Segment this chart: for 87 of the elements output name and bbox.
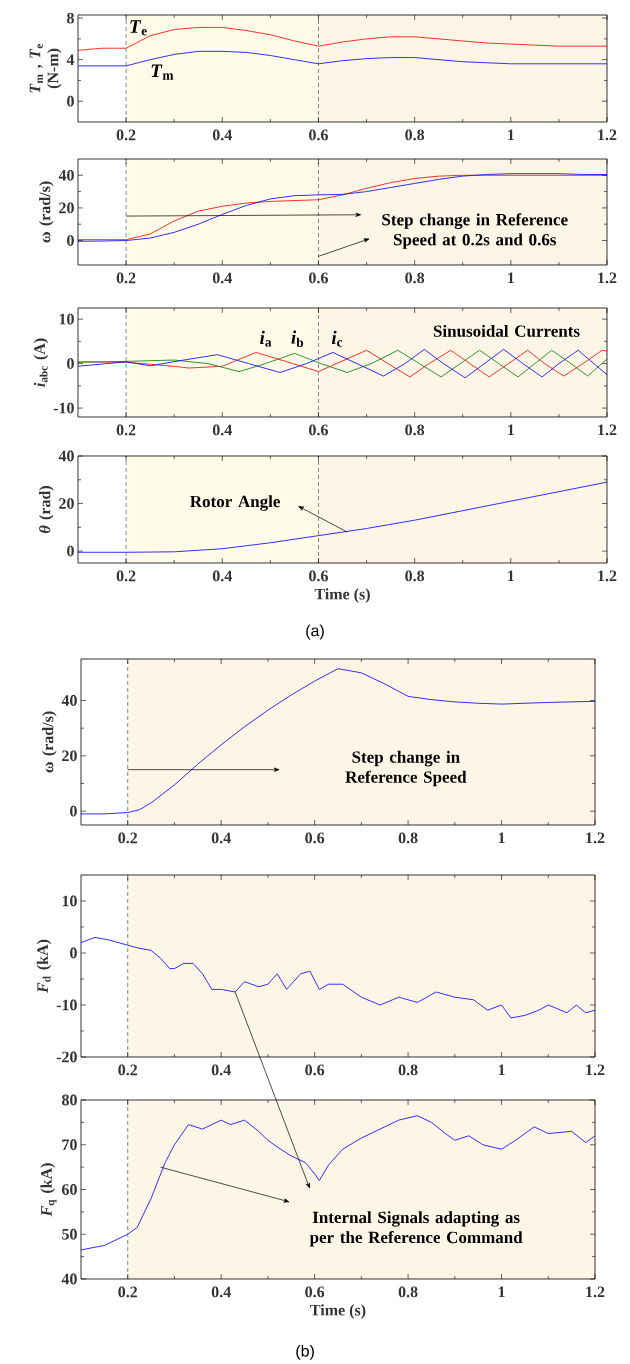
x-tick-label: 1: [498, 1286, 505, 1298]
y-axis-title: ω (rad/s): [42, 711, 57, 773]
y-tick-label: 0: [67, 358, 74, 369]
x-tick-label: 0.8: [398, 832, 418, 844]
x-tick-label: 0.2: [116, 272, 136, 284]
x-tick-label: 0.2: [116, 424, 136, 436]
x-tick-label: 0.6: [309, 272, 328, 284]
x-tick-label: 1.2: [586, 832, 605, 844]
x-tick-label: 0.6: [309, 570, 328, 582]
y-tick-label: 10: [62, 895, 77, 907]
y-tick-label: -10: [53, 402, 74, 414]
x-tick-label: 1: [508, 129, 514, 141]
y-tick-label: 0: [70, 805, 77, 817]
x-tick-label: 1: [508, 570, 514, 582]
x-tick-label: 1.2: [598, 129, 617, 141]
y-tick-label: 70: [62, 1139, 77, 1151]
x-tick-label: 1: [508, 424, 514, 436]
y-tick-label: 0: [67, 95, 74, 107]
y-tick-label: 40: [61, 1273, 77, 1285]
x-tick-label: 0.8: [405, 570, 425, 582]
x-axis-title: Time (s): [310, 1304, 366, 1319]
y-axis-title: i$_{abc}$ (A): [33, 338, 49, 387]
x-tick-label: 0.8: [405, 129, 425, 141]
x-tick-label: 0.4: [211, 1064, 231, 1076]
y-tick-label: 20: [62, 750, 77, 762]
x-tick-label: 0.8: [398, 1064, 418, 1076]
y-tick-label: -10: [56, 999, 77, 1011]
x-tick-label: 0.6: [305, 832, 325, 844]
x-tick-label: 0.2: [118, 1286, 138, 1298]
x-tick-label: 1.2: [586, 1064, 605, 1076]
y-axis-title: F$_{d}$ (kA): [36, 939, 52, 993]
x-tick-label: 1.2: [598, 424, 617, 436]
annotation: Rotor Angle: [190, 495, 280, 511]
y-tick-label: 0: [67, 235, 74, 246]
x-tick-label: 1: [508, 272, 514, 284]
x-tick-label: 0.8: [398, 1286, 418, 1298]
x-tick-label: 0.2: [116, 129, 136, 141]
y-axis-title: F$_{q}$ (kA): [40, 1163, 57, 1217]
x-tick-label: 0.4: [212, 570, 232, 582]
x-tick-label: 0.6: [309, 424, 328, 436]
x-tick-label: 0.2: [116, 570, 136, 582]
x-tick-label: 0.6: [305, 1064, 325, 1076]
annotation: i$_{c}$: [331, 330, 343, 347]
y-tick-label: 40: [58, 450, 74, 462]
y-tick-label: 40: [58, 169, 74, 181]
annotation: Step change in Reference Speed: [345, 750, 467, 787]
x-tick-label: 0.4: [212, 272, 232, 284]
annotation: Step change in Reference Speed at 0.2s and 0.6s: [382, 213, 568, 249]
y-tick-label: 20: [59, 202, 74, 214]
x-tick-label: 0.4: [211, 1286, 231, 1298]
y-axis-title: T$_{m}$ , T$_{e}$ (N-m): [29, 44, 62, 93]
annotation: i$_{a}$: [260, 330, 272, 347]
x-tick-label: 0.4: [212, 129, 232, 141]
y-tick-label: 8: [67, 12, 74, 24]
y-axis-title: ω (rad/s): [39, 181, 54, 243]
x-tick-label: 0.6: [305, 1286, 325, 1298]
x-tick-label: 0.4: [211, 832, 231, 844]
y-axis-title: θ (rad): [39, 486, 54, 534]
y-tick-label: 60: [62, 1184, 77, 1195]
x-tick-label: 1: [498, 1064, 505, 1076]
y-tick-label: 4: [66, 54, 75, 65]
x-tick-label: 1: [498, 832, 505, 844]
annotation: T$_{m}$: [151, 64, 174, 80]
y-tick-label: -20: [56, 1051, 77, 1063]
y-tick-label: 80: [62, 1094, 77, 1106]
text: (a): [306, 624, 324, 640]
text: (b): [296, 1344, 314, 1360]
y-tick-label: 20: [59, 498, 74, 509]
annotation: i$_{b}$: [291, 330, 304, 348]
x-tick-label: 0.8: [405, 424, 425, 436]
x-tick-label: 0.2: [118, 832, 138, 844]
y-tick-label: 0: [70, 947, 77, 959]
x-tick-label: 0.4: [212, 424, 232, 436]
x-tick-label: 1.2: [598, 272, 617, 284]
annotation: T$_{e}$: [130, 20, 147, 36]
x-tick-label: 0.8: [405, 272, 425, 284]
x-tick-label: 1.2: [598, 570, 617, 582]
x-tick-label: 0.6: [309, 129, 328, 141]
y-tick-label: 50: [62, 1228, 77, 1240]
x-tick-label: 0.2: [118, 1064, 138, 1076]
x-tick-label: 1.2: [586, 1286, 605, 1298]
annotation: Sinusoidal Currents: [433, 324, 580, 337]
y-tick-label: 10: [59, 313, 74, 325]
y-tick-label: 0: [67, 545, 74, 557]
x-axis-title: Time (s): [314, 588, 370, 603]
annotation: Internal Signals adapting as per the Reference Command: [309, 1211, 523, 1247]
y-tick-label: 40: [61, 695, 77, 706]
